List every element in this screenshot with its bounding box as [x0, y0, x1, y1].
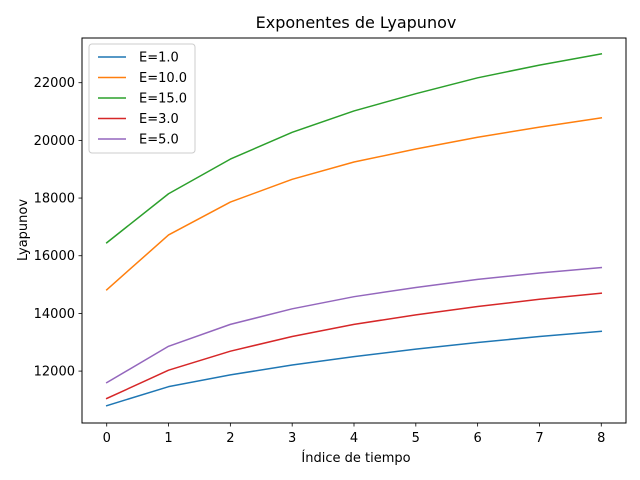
x-tick-label-1: 1 — [164, 431, 172, 446]
plot-area: 0 1 2 3 4 5 6 7 8 12000 14000 16000 18000 20000 22000 — [34, 37, 627, 446]
series-lines — [105, 52, 603, 407]
x-tick-label-3: 3 — [288, 431, 296, 446]
x-tick-label-4: 4 — [350, 431, 358, 446]
y-axis-label: Lyapunov — [16, 199, 31, 261]
legend-box — [88, 43, 196, 154]
x-tick-label-2: 2 — [226, 431, 234, 446]
y-tick-label-3: 18000 — [34, 192, 75, 207]
x-tick-label-5: 5 — [412, 431, 420, 446]
x-tick-label-8: 8 — [597, 431, 605, 446]
legend-label-4: E=5.0 — [139, 133, 179, 148]
y-tick-label-0: 12000 — [34, 365, 75, 380]
legend-label-2: E=15.0 — [139, 92, 187, 107]
chart-title: Exponentes de Lyapunov — [256, 13, 457, 32]
legend-label-3: E=3.0 — [139, 112, 179, 127]
y-tick-label-5: 22000 — [34, 76, 75, 91]
x-axis-ticks: 0 1 2 3 4 5 6 7 8 — [103, 423, 605, 446]
x-axis-label: Índice de tiempo — [301, 450, 410, 466]
series-line-2 — [105, 52, 603, 244]
x-tick-label-0: 0 — [103, 431, 111, 446]
legend: E=1.0 E=10.0 E=15.0 E=3.0 E=5.0 — [88, 43, 196, 154]
y-axis-ticks: 12000 14000 16000 18000 20000 22000 — [34, 76, 82, 380]
legend-entries: E=1.0 E=10.0 E=15.0 E=3.0 E=5.0 — [98, 51, 187, 148]
y-tick-label-1: 14000 — [34, 307, 75, 322]
y-tick-label-4: 20000 — [34, 134, 75, 149]
legend-label-1: E=10.0 — [139, 71, 187, 86]
y-tick-label-2: 16000 — [34, 249, 75, 264]
series-line-0 — [105, 330, 603, 407]
series-line-4 — [105, 266, 603, 384]
series-line-1 — [105, 117, 603, 291]
x-tick-label-7: 7 — [535, 431, 543, 446]
legend-label-0: E=1.0 — [139, 51, 179, 66]
x-tick-label-6: 6 — [473, 431, 481, 446]
series-line-3 — [105, 292, 603, 400]
